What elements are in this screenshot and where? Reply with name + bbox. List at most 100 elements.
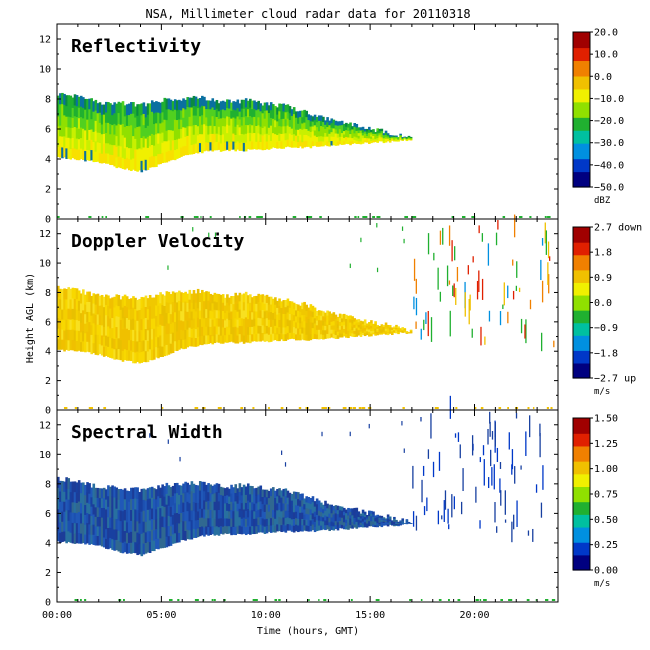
cloud-cell [79, 148, 83, 160]
cloud-cell [161, 526, 164, 538]
clutter-mark [74, 599, 77, 601]
colorbar-cell [573, 32, 590, 36]
cloud-cell [236, 124, 240, 134]
clutter-mark [481, 278, 484, 300]
cloud-cell [359, 320, 363, 324]
colorbar-cell [573, 119, 590, 124]
cloud-cell [351, 131, 354, 136]
colorbar-cell [573, 466, 590, 470]
cloud-cell [342, 514, 346, 519]
y-tick-label: 2 [45, 376, 51, 387]
cloud-cell [90, 524, 93, 535]
clutter-mark [105, 216, 108, 218]
cloud-cell [102, 507, 106, 518]
cloud-cell [399, 330, 402, 332]
cloud-cell [288, 133, 292, 141]
cloud-cell [393, 140, 396, 142]
cloud-cell [332, 526, 336, 531]
cloud-cell [77, 330, 81, 341]
cloud-cell [123, 338, 127, 350]
cloud-cell [397, 137, 400, 139]
cloud-cell [351, 521, 354, 526]
colorbar-cell [573, 375, 590, 379]
cloud-cell [130, 298, 133, 310]
cloud-cell [307, 141, 311, 147]
cloud-cell [69, 309, 73, 320]
cloud-cell [65, 116, 68, 128]
cloud-cell [88, 98, 91, 110]
cloud-cell [198, 293, 202, 303]
cloud-cell [278, 140, 281, 149]
cloud-cell [282, 140, 286, 149]
cloud-cell [265, 333, 269, 342]
cloud-cell [148, 487, 152, 499]
cloud-cell [203, 292, 206, 302]
cloud-cell [395, 136, 398, 138]
cloud-cell [226, 132, 229, 142]
cloud-cell [196, 125, 200, 136]
cloud-cell [278, 509, 281, 517]
cloud-cell [146, 114, 150, 126]
cloud-cell [282, 495, 286, 504]
clutter-mark [453, 283, 455, 298]
cloud-cell [198, 327, 202, 337]
cloud-cell [269, 510, 273, 519]
cloud-cell [368, 129, 371, 133]
cloud-cell [290, 307, 294, 315]
cloud-cell [173, 492, 177, 504]
cloud-cell [249, 115, 252, 125]
cloud-cell [190, 125, 194, 136]
cloud-cell [96, 141, 100, 153]
colorbar-cell [573, 179, 590, 183]
cloud-cell [236, 518, 240, 527]
cloud-cell [134, 330, 137, 342]
cloud-cell [94, 314, 98, 325]
cloud-cell [322, 311, 325, 317]
cloud-cell [365, 517, 369, 520]
clutter-mark [549, 256, 551, 261]
cloud-cell [351, 316, 354, 320]
cloud-cell [290, 313, 294, 321]
cloud-cell [405, 137, 409, 139]
cloud-cell [173, 119, 177, 130]
clutter-mark [427, 310, 429, 337]
clutter-mark [540, 332, 543, 352]
cloud-cell [157, 101, 160, 113]
cloud-cell [144, 531, 148, 543]
cloud-cell [286, 325, 290, 333]
cloud-cell [61, 491, 64, 502]
cloud-cell [88, 291, 91, 302]
cloud-cell [136, 543, 139, 556]
cloud-cell [153, 134, 156, 146]
cloud-cell [211, 319, 215, 328]
colorbar-cell [573, 132, 590, 136]
cloud-cell [399, 330, 402, 332]
cloud-cell [382, 330, 386, 333]
colorbar-cell [573, 150, 590, 155]
cloud-cell [249, 310, 252, 319]
clutter-mark [403, 238, 405, 244]
cloud-cell [322, 525, 325, 530]
cloud-cell [286, 523, 290, 531]
cloud-cell [221, 310, 225, 320]
cloud-cell [282, 133, 286, 142]
cloud-cell [224, 117, 227, 127]
cloud-cell [90, 108, 93, 120]
cloud-cell [397, 523, 400, 525]
cloud-cell [368, 126, 371, 131]
colorbar-cell [573, 476, 590, 480]
cloud-cell [167, 140, 171, 151]
cloud-cell [397, 331, 400, 333]
cloud-cell [77, 501, 81, 513]
cloud-cell [130, 136, 133, 149]
cloud-cell [161, 294, 164, 306]
clutter-mark [376, 267, 379, 273]
cloud-cell [213, 109, 217, 118]
cloud-cell [340, 329, 344, 334]
cloud-cell [142, 340, 146, 352]
cloud-cell [134, 530, 137, 543]
cloud-cell [261, 503, 265, 512]
cloud-cell [370, 328, 373, 332]
cloud-cell [90, 324, 93, 335]
cloud-cell [324, 515, 327, 521]
